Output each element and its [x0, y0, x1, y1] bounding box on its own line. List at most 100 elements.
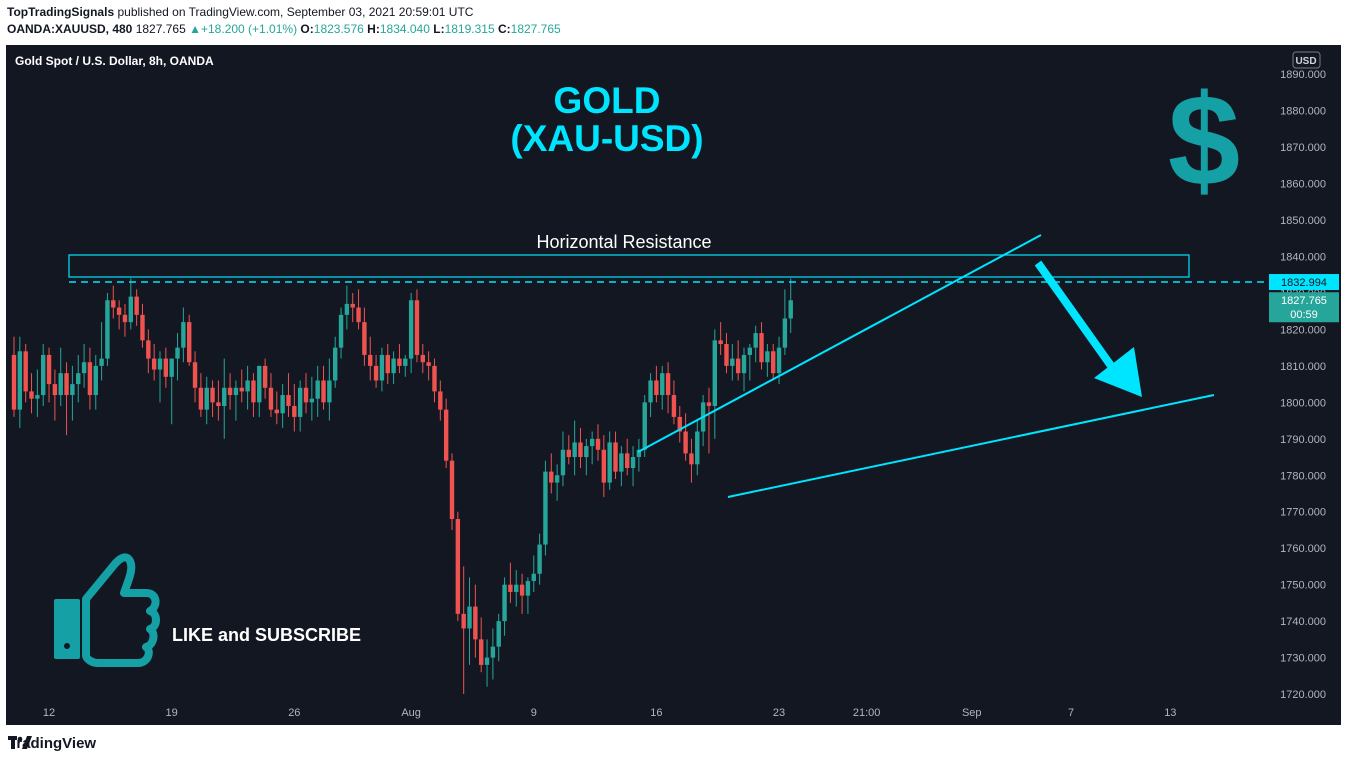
resistance-price-tag: 1832.994	[1269, 274, 1339, 291]
candle-body	[554, 475, 560, 483]
candles-layer	[11, 278, 793, 695]
last-price: 1827.765	[135, 22, 186, 36]
candle-body	[350, 303, 355, 308]
change-arrow-icon: ▲	[189, 22, 201, 36]
publication-line: TopTradingSignals published on TradingVi…	[7, 5, 473, 19]
candle-body	[660, 373, 665, 396]
candle-body	[543, 471, 548, 545]
candle-body	[549, 471, 554, 483]
candle-body	[292, 405, 297, 417]
candle-body	[140, 314, 145, 341]
price-axis-ticks: 1720.000 1730.000 1740.000 1750.000 1760.000…	[1280, 69, 1326, 701]
price-tick-label: 1790.000	[1280, 434, 1326, 446]
candle-body	[362, 322, 367, 355]
candle-body	[245, 380, 250, 392]
price-tick-label: 1850.000	[1280, 215, 1326, 227]
candle-body	[636, 449, 642, 458]
chart-area[interactable]: GOLD (XAU-USD) $ Horizontal Resistance L…	[6, 45, 1341, 725]
ohlc-line: OANDA:XAUUSD, 480 1827.765 ▲+18.200 (+1.…	[7, 22, 561, 36]
candle-body	[461, 613, 466, 629]
time-tick-label: 9	[531, 707, 537, 719]
candle-body	[274, 409, 279, 414]
candle-body	[397, 358, 402, 366]
candle-body	[432, 365, 437, 392]
low-label: L:	[433, 22, 445, 36]
candle-body	[689, 453, 694, 465]
candle-body	[572, 442, 577, 458]
candle-body	[449, 460, 455, 520]
candle-body	[467, 606, 472, 629]
price-tick-label: 1880.000	[1280, 106, 1326, 118]
candle-body	[531, 573, 536, 582]
candle-body	[52, 384, 58, 396]
candle-body	[759, 333, 764, 363]
candle-body	[683, 431, 688, 454]
candle-body	[706, 402, 712, 406]
candle-body	[648, 380, 653, 403]
candle-body	[443, 409, 449, 461]
candle-body	[403, 358, 408, 366]
candle-body	[724, 344, 729, 366]
candle-body	[327, 380, 332, 403]
candle-body	[216, 402, 221, 406]
candle-body	[321, 380, 326, 403]
candle-body	[233, 387, 239, 396]
lower-trendline	[727, 394, 1215, 498]
price-tick-label: 1760.000	[1280, 543, 1326, 555]
candle-body	[654, 380, 659, 396]
time-tick-label: 21:00	[853, 707, 881, 719]
price-tick-label: 1840.000	[1280, 251, 1326, 263]
price-tick-label: 1820.000	[1280, 324, 1326, 336]
candle-body	[537, 544, 542, 574]
candle-body	[765, 351, 770, 363]
resistance-price-value: 1832.994	[1281, 277, 1327, 289]
candle-body	[175, 347, 180, 359]
candle-body	[35, 395, 40, 399]
close-value: 1827.765	[510, 22, 561, 36]
upper-trendline	[637, 234, 1042, 453]
candle-body	[222, 387, 227, 406]
title-gold: GOLD	[554, 80, 661, 121]
candle-body	[578, 442, 583, 458]
price-tick-label: 1890.000	[1280, 69, 1326, 81]
candle-body	[589, 438, 595, 447]
usd-badge-label: USD	[1295, 56, 1316, 67]
candle-body	[81, 362, 87, 374]
candle-body	[514, 584, 519, 592]
candle-body	[455, 519, 461, 614]
tradingview-logo[interactable]: TradingView	[8, 735, 96, 752]
candle-body	[251, 380, 256, 403]
candle-body	[601, 449, 607, 483]
price-tick-label: 1740.000	[1280, 616, 1326, 628]
low-value: 1819.315	[444, 22, 495, 36]
candle-body	[286, 395, 291, 406]
candle-body	[420, 354, 425, 363]
candle-body	[169, 358, 174, 377]
candle-body	[181, 322, 186, 348]
candle-body	[747, 347, 753, 355]
candlestick-chart[interactable]: GOLD (XAU-USD) $ Horizontal Resistance L…	[6, 45, 1341, 725]
author-name[interactable]: TopTradingSignals	[7, 5, 115, 19]
open-label: O:	[300, 22, 314, 36]
time-tick-label: 13	[1164, 707, 1176, 719]
like-subscribe-text: LIKE and SUBSCRIBE	[172, 625, 361, 645]
usd-badge[interactable]: USD	[1292, 51, 1321, 69]
arrow-shaft	[1034, 260, 1118, 373]
candle-body	[566, 449, 571, 458]
candle-body	[303, 387, 309, 403]
candle-body	[227, 387, 233, 396]
candle-body	[695, 431, 700, 465]
candle-body	[64, 373, 69, 396]
candle-body	[642, 402, 647, 450]
candle-body	[93, 365, 98, 396]
price-tick-label: 1750.000	[1280, 580, 1326, 592]
price-tick-label: 1870.000	[1280, 142, 1326, 154]
price-tick-label: 1800.000	[1280, 397, 1326, 409]
candle-body	[595, 438, 601, 450]
candle-body	[338, 314, 344, 348]
candle-body	[771, 351, 776, 374]
candle-body	[198, 387, 204, 410]
candle-body	[11, 354, 17, 410]
candle-body	[262, 365, 268, 388]
candle-body	[76, 373, 81, 385]
